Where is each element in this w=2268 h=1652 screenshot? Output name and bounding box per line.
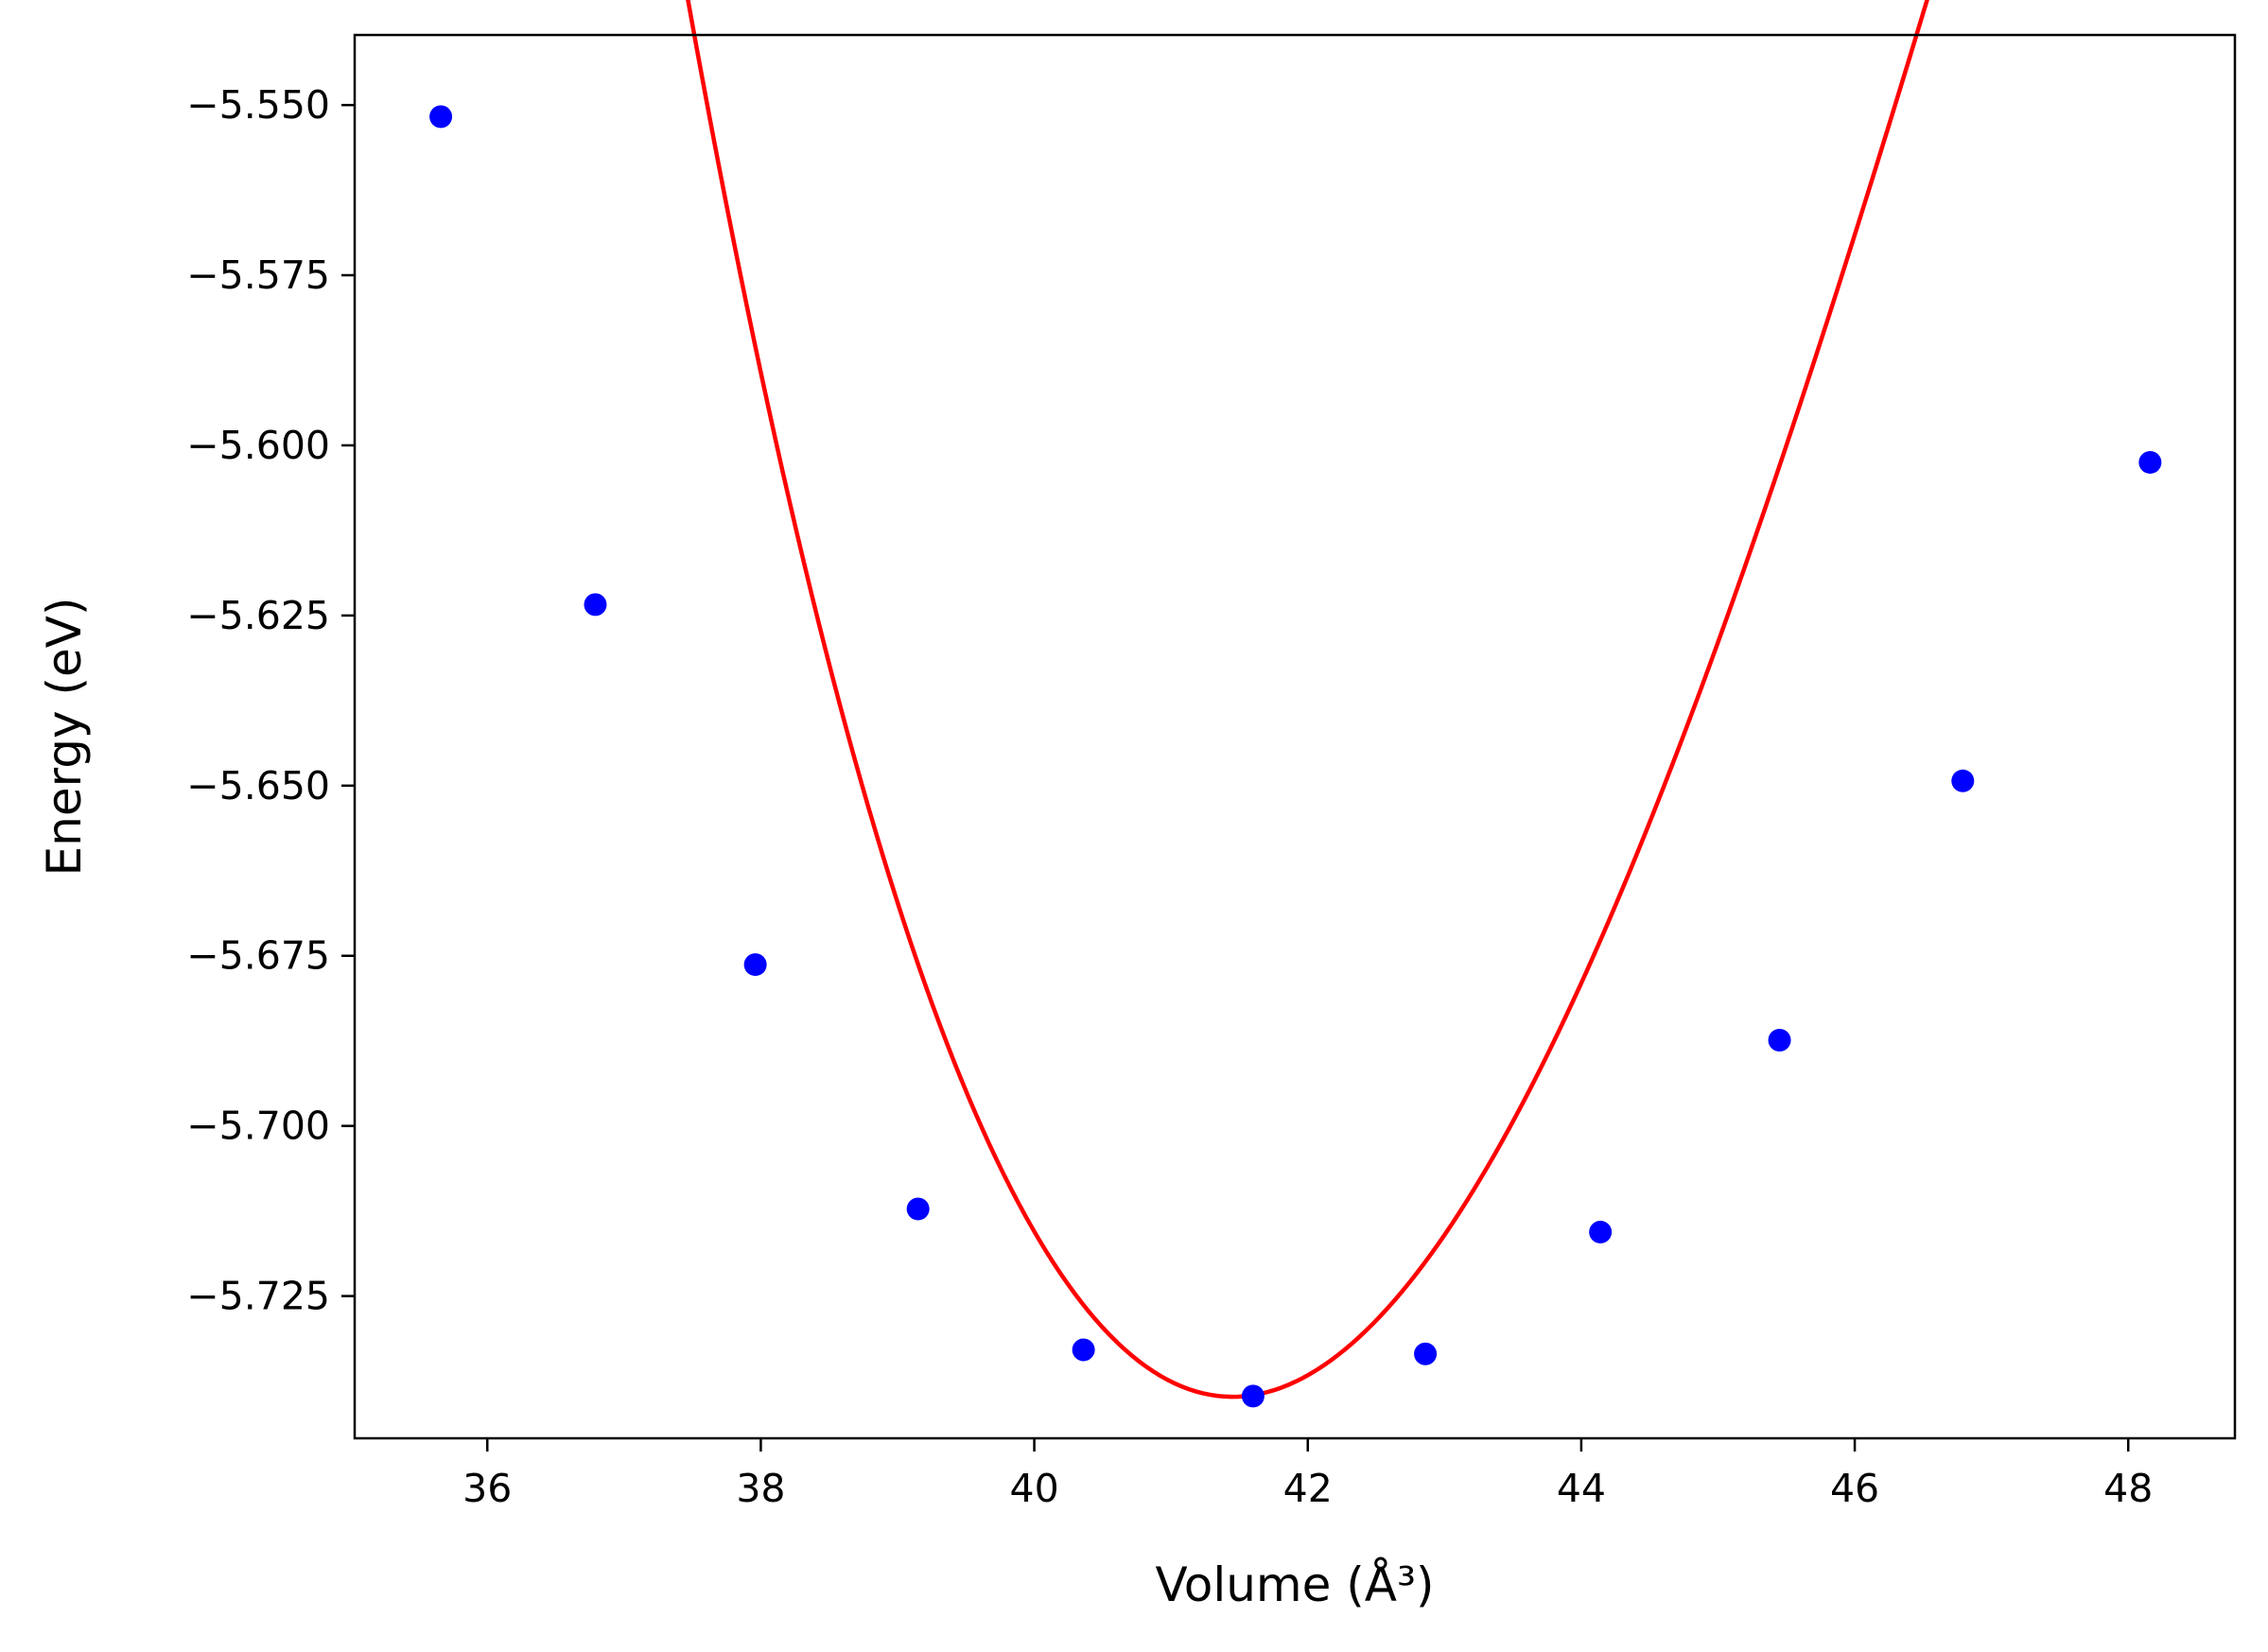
y-tick-label: −5.650 bbox=[186, 763, 330, 809]
x-tick-label: 40 bbox=[1009, 1466, 1058, 1511]
data-point bbox=[584, 593, 607, 617]
data-point bbox=[1241, 1384, 1265, 1408]
plot-area bbox=[353, 0, 2237, 1440]
y-tick-label: −5.550 bbox=[186, 82, 330, 128]
y-tick-label: −5.575 bbox=[186, 252, 330, 298]
axes-background bbox=[355, 35, 2235, 1438]
data-point bbox=[429, 105, 453, 129]
data-point bbox=[743, 953, 767, 977]
fit-curve-layer bbox=[686, 0, 1929, 1400]
x-tick-label: 48 bbox=[2103, 1466, 2153, 1511]
y-tick-label: −5.600 bbox=[186, 423, 330, 468]
fit-curve-line bbox=[686, 0, 1929, 1400]
y-tick-label: −5.625 bbox=[186, 593, 330, 638]
data-point bbox=[1951, 769, 1975, 792]
y-axis-label: Energy (eV) bbox=[37, 598, 92, 877]
x-axis-label: Volume (Å³) bbox=[1155, 1557, 1434, 1612]
data-point bbox=[1589, 1220, 1613, 1243]
y-tick-label: −5.700 bbox=[186, 1104, 330, 1149]
x-tick-label: 46 bbox=[1830, 1466, 1879, 1511]
axes-frame bbox=[353, 33, 2237, 1440]
data-points-layer bbox=[429, 105, 2162, 1408]
x-axis-ticks: 36 38 40 42 44 46 48 bbox=[462, 1438, 2153, 1511]
x-tick-label: 44 bbox=[1557, 1466, 1606, 1511]
x-tick-label: 42 bbox=[1283, 1466, 1333, 1511]
data-point bbox=[2138, 450, 2162, 474]
data-point bbox=[906, 1197, 930, 1221]
data-point bbox=[1768, 1028, 1791, 1052]
data-point bbox=[1072, 1338, 1095, 1362]
x-tick-label: 38 bbox=[736, 1466, 785, 1511]
y-axis-ticks: −5.550 −5.575 −5.600 −5.625 −5.650 −5.675 −5.7… bbox=[186, 82, 355, 1319]
y-tick-label: −5.725 bbox=[186, 1274, 330, 1319]
y-tick-label: −5.675 bbox=[186, 933, 330, 979]
data-point bbox=[1414, 1342, 1438, 1365]
x-tick-label: 36 bbox=[462, 1466, 512, 1511]
